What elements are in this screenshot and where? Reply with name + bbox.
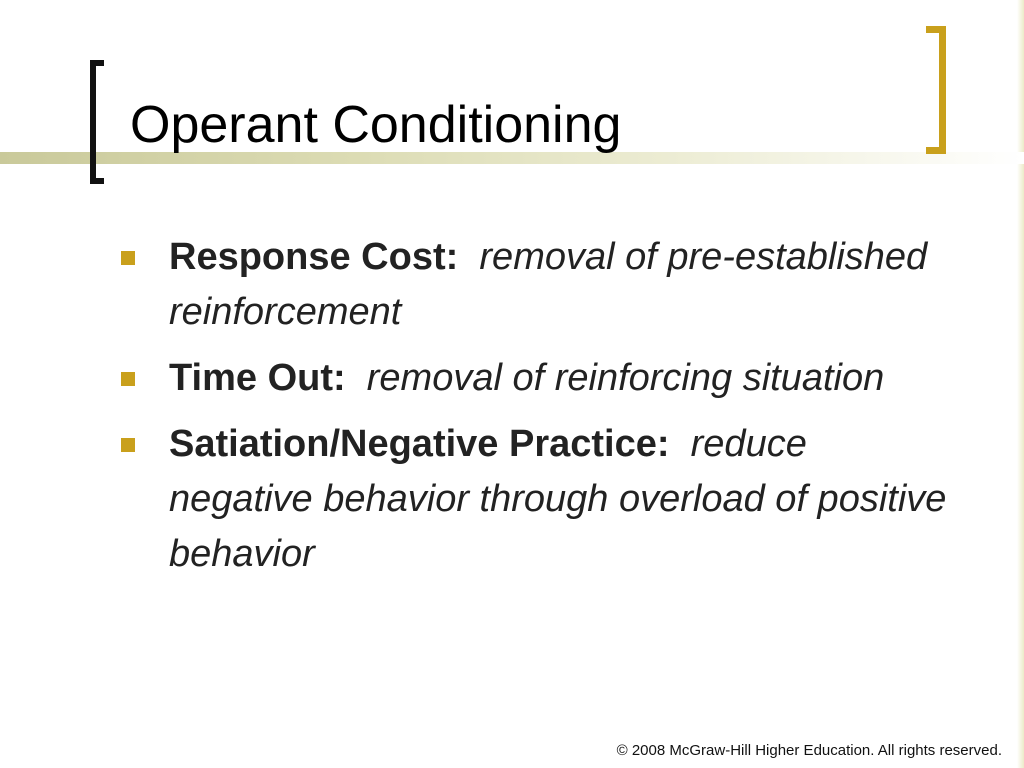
bullet-term: Satiation/Negative Practice: <box>169 423 670 465</box>
copyright-footer: © 2008 McGraw-Hill Higher Education. All… <box>616 742 1002 759</box>
bullet-item-response-cost: Response Cost: removal of pre-establishe… <box>118 230 948 340</box>
bullet-definition: removal of reinforcing situation <box>366 357 885 399</box>
bullet-list: Response Cost: removal of pre-establishe… <box>118 230 948 593</box>
bullet-term: Time Out: <box>169 357 346 399</box>
square-bullet-icon <box>121 372 135 386</box>
right-bracket-decoration <box>926 26 946 154</box>
square-bullet-icon <box>121 251 135 265</box>
slide-title: Operant Conditioning <box>130 96 622 154</box>
bullet-item-satiation-negative-practice: Satiation/Negative Practice: reduce nega… <box>118 417 948 582</box>
title-underline-band <box>0 152 1024 164</box>
bullet-item-time-out: Time Out: removal of reinforcing situati… <box>118 351 948 406</box>
right-edge-decoration <box>1017 0 1024 768</box>
bullet-definition: reduce negative behavior through overloa… <box>169 423 947 575</box>
bullet-definition: removal of pre-established reinforcement <box>169 236 928 333</box>
square-bullet-icon <box>121 438 135 452</box>
left-bracket-decoration <box>90 60 104 184</box>
bullet-term: Response Cost: <box>169 236 459 278</box>
